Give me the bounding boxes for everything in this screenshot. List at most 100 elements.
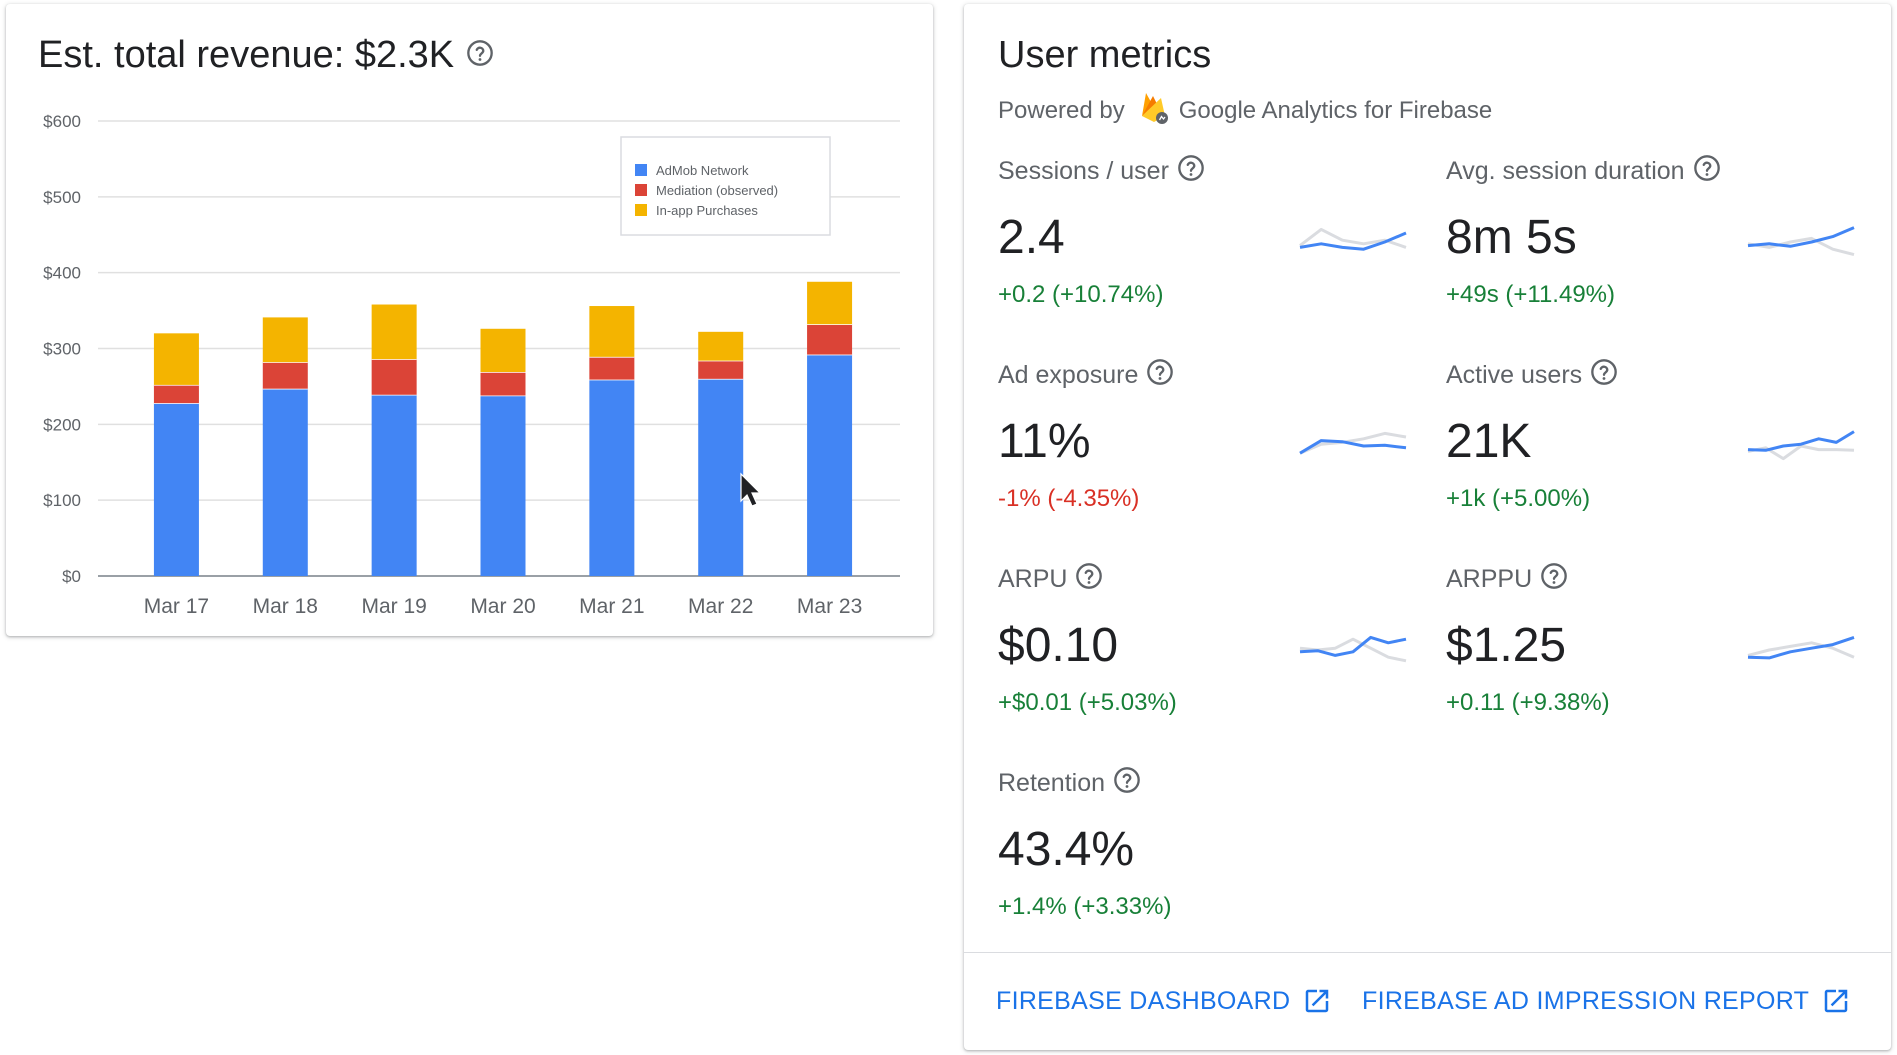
sparkline-chart: [1299, 227, 1407, 251]
x-tick-label: Mar 20: [470, 595, 535, 618]
metric-value: $1.25: [1446, 619, 1567, 672]
y-tick-label: $200: [43, 415, 81, 434]
legend-swatch: [635, 164, 647, 176]
revenue-chart: $0 $100 $200 $300 $400 $500 $600 Mar 17 Mar 18 Ma…: [43, 112, 900, 618]
sparkline-chart: [1299, 635, 1407, 663]
analytics-source: Google Analytics for Firebase: [1178, 96, 1493, 124]
bar-segment: [698, 331, 744, 361]
metric-label: ARPU: [998, 562, 1398, 597]
metric-value: $0.10: [998, 619, 1119, 672]
sparkline-chart: [1299, 431, 1407, 455]
sparkline-current: [1299, 635, 1407, 657]
help-circle-icon[interactable]: [1113, 766, 1141, 801]
bar-segment: [153, 333, 199, 385]
powered-by-label: Powered by: [998, 96, 1125, 124]
metric-ad-exposure: Ad exposure 11% -1% (-4.35%): [998, 358, 1398, 513]
sparkline-chart: [1747, 430, 1855, 461]
metric-label-text: Avg. session duration: [1446, 157, 1685, 185]
open-in-new-icon: [1306, 989, 1329, 1013]
bar-segment: [589, 379, 635, 576]
metric-avg-session-duration: Avg. session duration 8m 5s +49s (+11.49%): [1446, 154, 1846, 309]
firebase-ad-impression-report-link[interactable]: FIREBASE AD IMPRESSION REPORT: [1362, 986, 1851, 1016]
y-tick-label: $500: [43, 188, 81, 207]
bar-segment: [807, 354, 853, 576]
divider: [964, 952, 1891, 953]
legend-swatch: [635, 204, 647, 216]
bar-segment: [262, 317, 308, 363]
metric-label-text: Sessions / user: [998, 157, 1169, 185]
help-circle-icon[interactable]: [1590, 358, 1618, 393]
help-circle-icon[interactable]: [1075, 562, 1103, 597]
firebase-ad-impression-report-label: FIREBASE AD IMPRESSION REPORT: [1362, 986, 1810, 1015]
y-tick-label: $100: [43, 491, 81, 510]
revenue-card: $0 $100 $200 $300 $400 $500 $600 Mar 17 Mar 18 Ma…: [6, 4, 933, 636]
metric-label: Retention: [998, 766, 1398, 801]
metric-value: 8m 5s: [1446, 211, 1577, 264]
bar-segment: [807, 324, 853, 355]
sparkline-previous: [1747, 236, 1855, 257]
metric-label-text: Ad exposure: [998, 361, 1139, 389]
help-circle-icon[interactable]: [1177, 154, 1205, 189]
y-tick-label: $400: [43, 264, 81, 283]
metric-change: -1% (-4.35%): [998, 485, 1140, 512]
firebase-dashboard-label: FIREBASE DASHBOARD: [996, 986, 1291, 1015]
help-circle-icon[interactable]: [466, 34, 494, 77]
help-circle-icon[interactable]: [1540, 562, 1568, 597]
legend-box: [620, 136, 831, 236]
y-tick-label: $0: [62, 567, 81, 586]
help-circle-icon[interactable]: [1693, 154, 1721, 189]
metric-retention: Retention 43.4% +1.4% (+3.33%): [998, 766, 1398, 921]
legend-label: Mediation (observed): [656, 183, 778, 198]
bar-segment: [480, 395, 526, 576]
bar-segment: [698, 360, 744, 379]
help-circle-icon[interactable]: [1146, 358, 1174, 393]
bar-segment: [589, 356, 635, 380]
x-tick-label: Mar 17: [144, 595, 209, 618]
metric-change: +49s (+11.49%): [1446, 281, 1615, 308]
x-tick-label: Mar 23: [797, 595, 862, 618]
sparkline-previous: [1299, 431, 1407, 455]
firebase-dashboard-link[interactable]: FIREBASE DASHBOARD: [996, 986, 1332, 1016]
mouse-cursor-icon: [740, 472, 762, 507]
revenue-title-text: Est. total revenue: $2.3K: [38, 34, 455, 76]
sparkline-previous: [1747, 444, 1855, 461]
metric-change: +0.11 (+9.38%): [1446, 689, 1610, 716]
powered-by-row: Powered by Google Analytics for Firebase: [998, 90, 1492, 131]
metric-change: +1k (+5.00%): [1446, 485, 1591, 512]
metric-label-text: Active users: [1446, 361, 1583, 389]
open-in-new-icon: [1824, 989, 1848, 1013]
bar-segment: [371, 394, 417, 576]
metrics-title: User metrics: [998, 34, 1212, 76]
revenue-title: Est. total revenue: $2.3K: [38, 34, 494, 77]
legend-swatch: [635, 184, 647, 196]
bar-segment: [480, 372, 526, 396]
y-tick-label: $600: [43, 112, 81, 131]
bar-segment: [262, 362, 308, 389]
metric-label: Sessions / user: [998, 154, 1398, 189]
bar-segment: [262, 388, 308, 576]
sparkline-previous: [1747, 641, 1855, 659]
x-tick-label: Mar 19: [361, 595, 426, 618]
legend-label: In-app Purchases: [656, 203, 758, 218]
sparkline-chart: [1747, 635, 1855, 660]
bar-segment: [589, 306, 635, 357]
metric-label: Active users: [1446, 358, 1846, 393]
metric-arpu: ARPU $0.10 +$0.01 (+5.03%): [998, 562, 1398, 717]
metric-label: ARPPU: [1446, 562, 1846, 597]
metric-value: 21K: [1446, 415, 1532, 468]
metric-label: Ad exposure: [998, 358, 1398, 393]
metric-change: +0.2 (+10.74%): [998, 281, 1164, 308]
metric-value: 11%: [998, 415, 1091, 468]
sparkline-current: [1299, 231, 1407, 251]
bar-segment: [153, 403, 199, 576]
sparkline-current: [1299, 439, 1407, 455]
y-tick-label: $300: [43, 340, 81, 359]
legend-label: AdMob Network: [656, 163, 749, 178]
metric-value: 2.4: [998, 211, 1065, 264]
bar-segment: [153, 384, 199, 404]
metric-sessions-user: Sessions / user 2.4 +0.2 (+10.74%): [998, 154, 1398, 309]
x-tick-label: Mar 21: [579, 595, 644, 618]
bar-segment: [480, 328, 526, 373]
metric-value: 43.4%: [998, 823, 1135, 876]
metric-label-text: ARPU: [998, 565, 1068, 593]
